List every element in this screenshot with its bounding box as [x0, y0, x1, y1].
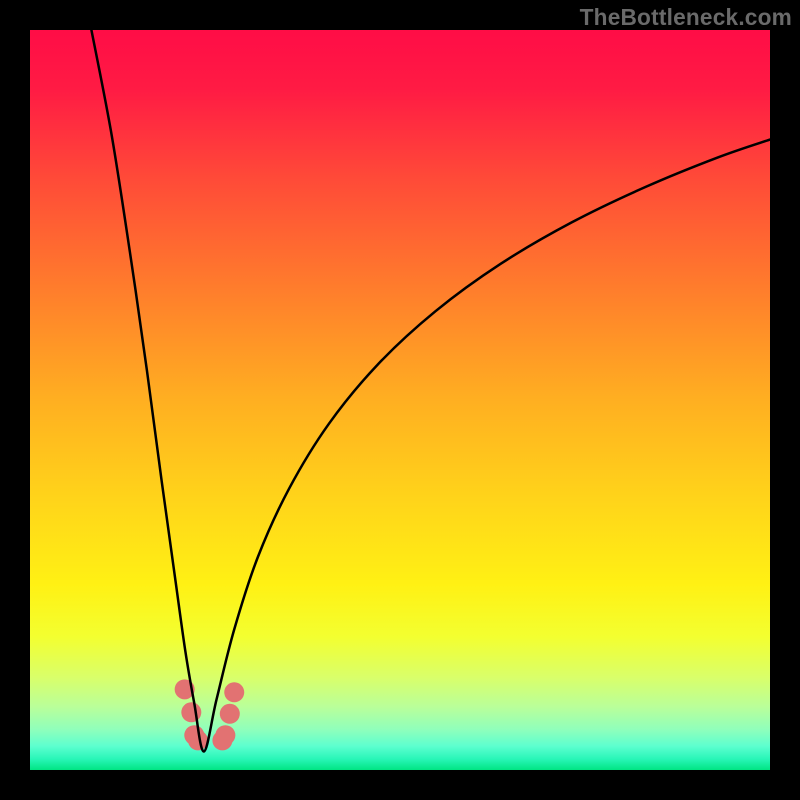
bottleneck-chart-figure: TheBottleneck.com [0, 0, 800, 800]
scatter-marker [224, 682, 244, 702]
bottleneck-curve [91, 30, 770, 752]
scatter-marker [215, 725, 235, 745]
curve-layer [30, 30, 770, 770]
scatter-marker [181, 702, 201, 722]
watermark-text: TheBottleneck.com [580, 4, 792, 31]
plot-area [30, 30, 770, 770]
scatter-marker [220, 704, 240, 724]
